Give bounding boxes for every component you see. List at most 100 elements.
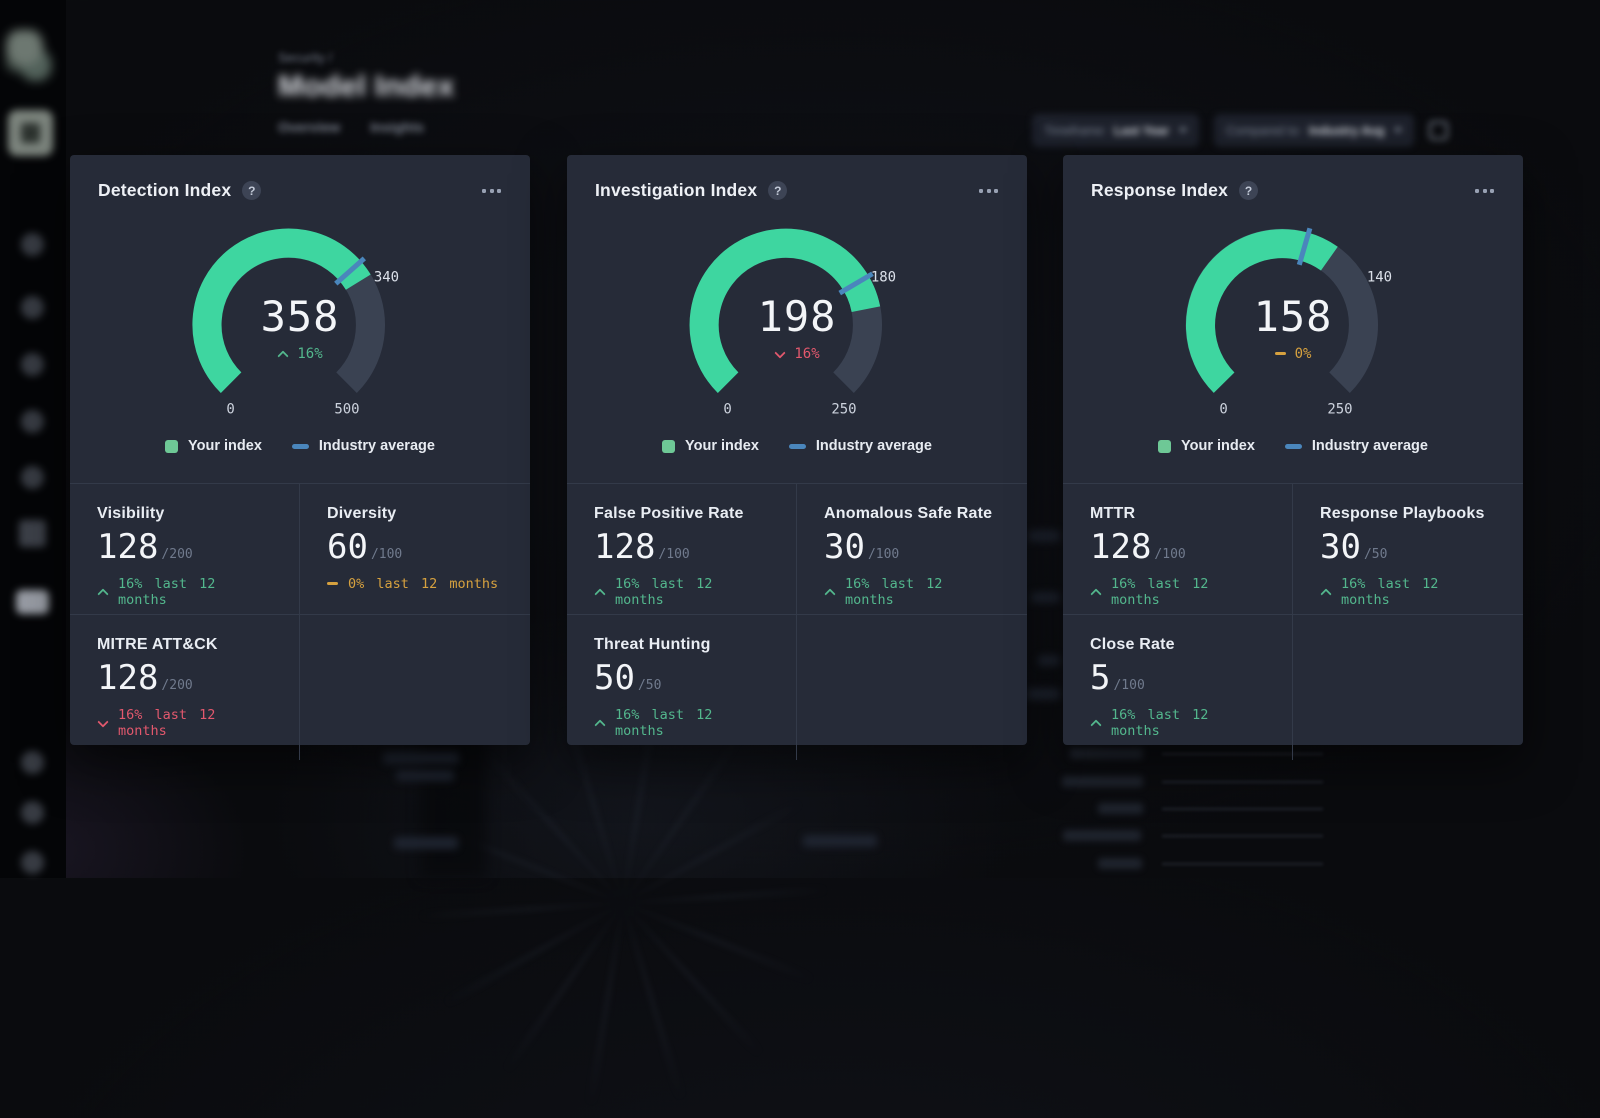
- timeframe-filter[interactable]: Timeframe: Last Year: [1032, 114, 1200, 147]
- gauge-chart: 0 500 340 358 16%: [168, 213, 432, 428]
- metric-label: Close Rate: [1090, 636, 1175, 653]
- legend-industry-average: Industry average: [788, 438, 932, 454]
- gauge-legend: Your index Industry average: [70, 438, 530, 454]
- more-options-button[interactable]: [977, 184, 1000, 198]
- metric-delta: 16% last 12 months: [594, 707, 769, 739]
- blurred-row-label: [1062, 776, 1143, 787]
- metric-tile-empty: [797, 615, 1027, 760]
- metric-tile: Visibility 128/200 16% last 12 months: [70, 484, 300, 615]
- legend-your-index: Your index: [662, 438, 759, 454]
- blurred-row-bar: [1162, 863, 1323, 865]
- metric-number: 128: [97, 658, 159, 698]
- trend-up-icon: [1320, 587, 1332, 597]
- metric-delta: 16% last 12 months: [1090, 707, 1265, 739]
- blurred-row-bar: [1162, 753, 1323, 755]
- metric-number: 60: [327, 527, 368, 567]
- more-options-button[interactable]: [480, 184, 503, 198]
- legend-label: Your index: [188, 438, 262, 454]
- sidebar: [0, 0, 66, 878]
- legend-your-index: Your index: [1158, 438, 1255, 454]
- industry-average-label: 140: [1367, 269, 1392, 285]
- filter-value: Industry Avg: [1308, 123, 1385, 138]
- tab-insights[interactable]: Insights: [370, 119, 424, 135]
- blurred-label: [1031, 592, 1060, 603]
- metric-label: Threat Hunting: [594, 636, 711, 653]
- your-index-swatch: [662, 439, 676, 453]
- help-icon[interactable]: ?: [242, 181, 262, 200]
- metric-grid: MTTR 128/100 16% last 12 months Response Pl…: [1063, 483, 1523, 760]
- metric-delta: 16% last 12 months: [97, 576, 272, 608]
- metric-delta-text: 16% last 12 months: [1341, 575, 1439, 608]
- metric-grid: False Positive Rate 128/100 16% last 12 mo…: [567, 483, 1027, 760]
- gauge-svg: 0 250 140: [1185, 227, 1392, 417]
- more-options-button[interactable]: [1473, 184, 1496, 198]
- gauge-chart: 0 250 140 158 0%: [1161, 213, 1425, 428]
- industry-average-label: 180: [871, 269, 896, 285]
- legend-label: Your index: [685, 438, 759, 454]
- tab-bar: Overview Insights: [278, 119, 455, 135]
- sidebar-item-icon[interactable]: [21, 751, 44, 774]
- legend-label: Your index: [1181, 438, 1255, 454]
- sidebar-item-icon[interactable]: [21, 410, 44, 433]
- legend-label: Industry average: [318, 438, 435, 454]
- blurred-row-bar: [1162, 835, 1323, 837]
- industry-average-label: 340: [374, 269, 399, 285]
- sidebar-item-active[interactable]: [8, 110, 53, 156]
- card-title: Detection Index: [98, 180, 232, 200]
- blurred-label: [1028, 530, 1060, 542]
- blurred-label: [394, 837, 458, 849]
- gauge-legend: Your index Industry average: [1063, 438, 1523, 454]
- metric-denominator: /50: [1363, 546, 1388, 562]
- industry-average-swatch: [291, 443, 309, 449]
- gauge-value-arc: [689, 228, 881, 393]
- sidebar-grid-icon[interactable]: [19, 520, 46, 547]
- metric-value: 50/50: [594, 658, 769, 698]
- gauge-min-label: 0: [723, 401, 731, 417]
- sidebar-item-icon[interactable]: [21, 466, 44, 489]
- sidebar-item-icon[interactable]: [21, 353, 44, 376]
- help-icon[interactable]: ?: [1239, 181, 1259, 200]
- gauge-max-label: 500: [334, 401, 359, 417]
- metric-delta: 16% last 12 months: [594, 576, 769, 608]
- gauge-legend: Your index Industry average: [567, 438, 1027, 454]
- index-cards: Detection Index ? 0 500 340 358 16%: [0, 0, 1600, 878]
- metric-number: 128: [97, 527, 159, 567]
- legend-your-index: Your index: [165, 438, 262, 454]
- metric-number: 128: [594, 527, 656, 567]
- metric-denominator: /100: [1113, 677, 1145, 693]
- metric-tile-empty: [1293, 615, 1523, 760]
- index-card: Detection Index ? 0 500 340 358 16%: [70, 155, 530, 760]
- metric-denominator: /100: [370, 546, 403, 562]
- industry-average-swatch: [1284, 443, 1302, 449]
- metric-value: 128/200: [97, 527, 272, 567]
- legend-industry-average: Industry average: [291, 438, 435, 454]
- help-icon[interactable]: ?: [768, 181, 788, 200]
- filter-bar: Timeframe: Last Year Compared to: Indust…: [1032, 114, 1449, 147]
- sidebar-item-icon[interactable]: [21, 801, 44, 824]
- chevron-down-icon: [1179, 128, 1188, 133]
- filter-settings-icon[interactable]: [1429, 121, 1449, 140]
- compared-to-filter[interactable]: Compared to: Industry Avg: [1214, 114, 1415, 147]
- metric-delta: 16% last 12 months: [1320, 576, 1496, 608]
- industry-average-swatch: [788, 443, 806, 449]
- gauge-value-arc: [1185, 229, 1338, 393]
- metric-delta-text: 16% last 12 months: [118, 575, 216, 608]
- tab-overview[interactable]: Overview: [278, 119, 341, 135]
- metric-number: 50: [594, 658, 635, 698]
- sidebar-item-highlight[interactable]: [16, 590, 49, 614]
- sidebar-item-icon[interactable]: [21, 296, 44, 319]
- sidebar-item-icon[interactable]: [21, 233, 44, 256]
- metric-label: False Positive Rate: [594, 505, 744, 522]
- card-title: Investigation Index: [595, 180, 758, 200]
- your-index-swatch: [165, 439, 179, 453]
- chevron-down-icon: [1394, 128, 1403, 133]
- metric-delta-text: 16% last 12 months: [615, 575, 713, 608]
- blurred-row-label: [1070, 748, 1143, 759]
- blurred-row-bar: [1162, 781, 1323, 783]
- metric-denominator: /200: [161, 677, 193, 693]
- metric-delta-text: 16% last 12 months: [1111, 575, 1209, 608]
- metric-label: Visibility: [97, 505, 165, 522]
- sidebar-item-icon[interactable]: [21, 851, 44, 874]
- industry-average-marker: [1296, 227, 1313, 266]
- trend-up-icon: [1090, 587, 1102, 597]
